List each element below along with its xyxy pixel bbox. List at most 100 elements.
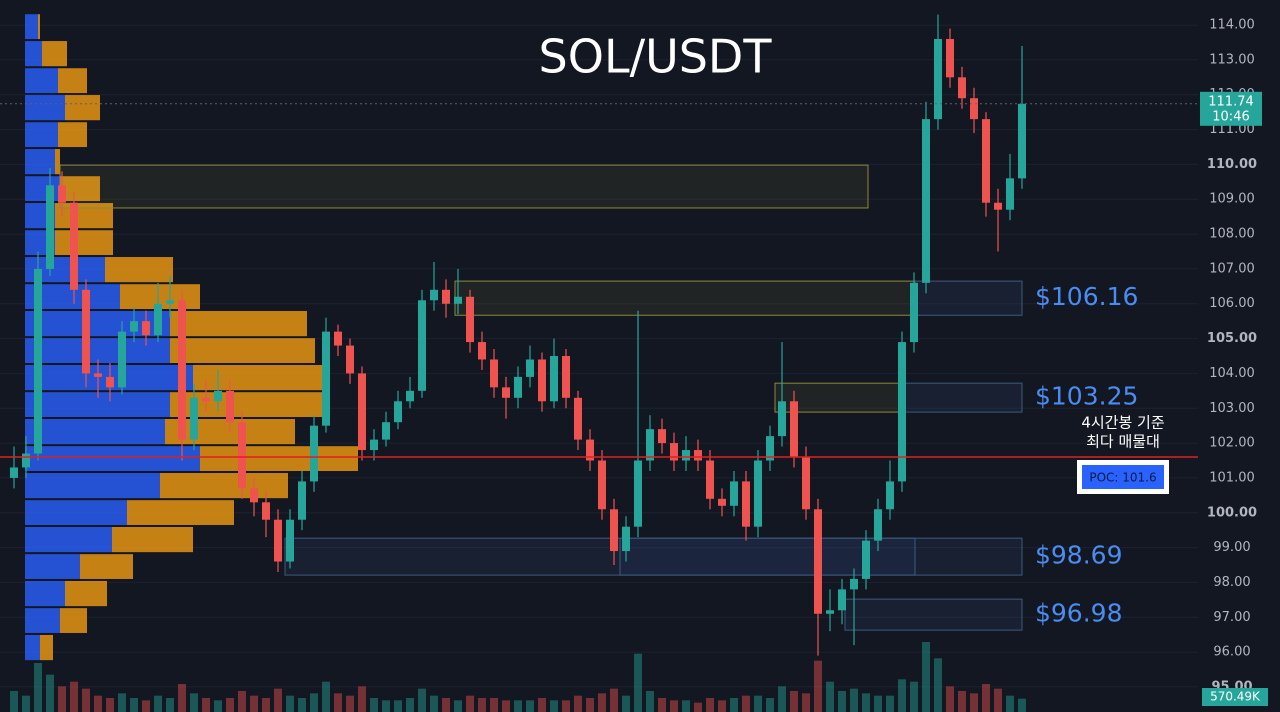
candle-body (358, 373, 366, 451)
volume-bar (1018, 698, 1026, 712)
profile-buy (25, 95, 65, 121)
volume-bar (706, 698, 714, 712)
volume-bar (922, 642, 930, 712)
y-tick-label: 99.00 (1213, 540, 1250, 555)
volume-tag (1202, 688, 1268, 706)
countdown: 10:46 (1212, 109, 1249, 124)
y-tick-label: 110.00 (1207, 157, 1257, 172)
profile-buy (25, 122, 58, 148)
volume-bar (154, 695, 162, 712)
profile-sell (58, 122, 87, 148)
volume-bar (490, 698, 498, 712)
candle-body (262, 502, 270, 520)
profile-sell (127, 500, 234, 525)
volume-bar (934, 658, 942, 712)
candle-body (10, 467, 18, 478)
volume-bar (214, 700, 222, 712)
candle-body (190, 397, 198, 440)
candle-body (490, 359, 498, 388)
volume-bar (814, 660, 822, 712)
candle-body (766, 436, 774, 461)
y-tick-label: 101.00 (1209, 470, 1255, 485)
profile-buy (25, 554, 80, 579)
candle-body (970, 98, 978, 120)
candle-body (442, 289, 450, 304)
candle-body (274, 519, 282, 562)
volume-bar (970, 693, 978, 712)
last-price-tag (1200, 91, 1262, 126)
volume-bar (526, 700, 534, 712)
volume-bar (142, 700, 150, 712)
y-tick-label: 103.00 (1209, 401, 1255, 416)
candle-body (946, 39, 954, 78)
profile-sell (65, 580, 107, 607)
profile-buy (25, 14, 38, 40)
supply-zone (59, 164, 869, 209)
candle-body (562, 356, 570, 398)
candle-body (130, 321, 138, 332)
candle-body (898, 342, 906, 482)
chart-title: SOL/USDT (539, 30, 773, 84)
poc-note: 최다 매물대 (1086, 433, 1160, 451)
volume-bar (610, 688, 618, 712)
volume-bar (418, 688, 426, 712)
candle-body (1018, 103, 1026, 179)
candle-body (178, 300, 186, 440)
candle-body (622, 526, 630, 552)
volume-bar (682, 700, 690, 712)
volume-bar (538, 698, 546, 712)
profile-sell (38, 14, 40, 40)
y-tick-label: 96.00 (1213, 645, 1250, 660)
demand-zone (914, 280, 1023, 316)
candle-body (694, 450, 702, 461)
volume-bar (298, 698, 306, 712)
candle-body (934, 39, 942, 120)
y-tick-label: 105.00 (1207, 331, 1257, 346)
candle-body (514, 376, 522, 398)
volume-bar (118, 693, 126, 712)
candle-body (754, 460, 762, 527)
candle-body (550, 356, 558, 402)
profile-buy (25, 338, 170, 364)
candle-body (34, 268, 42, 454)
volume-bar (262, 698, 270, 712)
volume-bar (982, 684, 990, 712)
volume-bar (634, 653, 642, 712)
profile-sell (58, 68, 87, 94)
profile-sell (65, 95, 100, 121)
y-tick-label: 104.00 (1209, 366, 1255, 381)
y-tick-label: 114.00 (1209, 18, 1255, 33)
volume-bar (790, 691, 798, 712)
volume-bar (82, 688, 90, 712)
volume-bar (514, 700, 522, 712)
candle-body (922, 119, 930, 283)
volume-bar (670, 700, 678, 712)
y-tick-label: 97.00 (1213, 610, 1250, 625)
volume-bar (322, 681, 330, 712)
candle-body (166, 300, 174, 304)
zone-label: $106.16 (1035, 282, 1138, 311)
volume-bar (598, 693, 606, 712)
candle-body (814, 509, 822, 614)
profile-sell (55, 203, 113, 229)
volume-bar (58, 686, 66, 712)
profile-buy (25, 500, 127, 525)
candle-body (526, 359, 534, 377)
candle-body (70, 202, 78, 290)
candle-body (682, 450, 690, 461)
candle-body (838, 589, 846, 611)
demand-zone (619, 537, 916, 576)
volume-bar (658, 698, 666, 712)
profile-buy (25, 634, 40, 661)
profile-sell (160, 472, 288, 499)
candle-body (874, 509, 882, 541)
candle-body (142, 321, 150, 336)
volume-bar (238, 691, 246, 712)
candle-body (118, 331, 126, 388)
profile-sell (42, 41, 67, 67)
y-tick-label: 108.00 (1209, 227, 1255, 242)
profile-sell (55, 149, 60, 175)
candle-body (862, 540, 870, 579)
volume-bar (178, 684, 186, 712)
candle-body (226, 390, 234, 423)
